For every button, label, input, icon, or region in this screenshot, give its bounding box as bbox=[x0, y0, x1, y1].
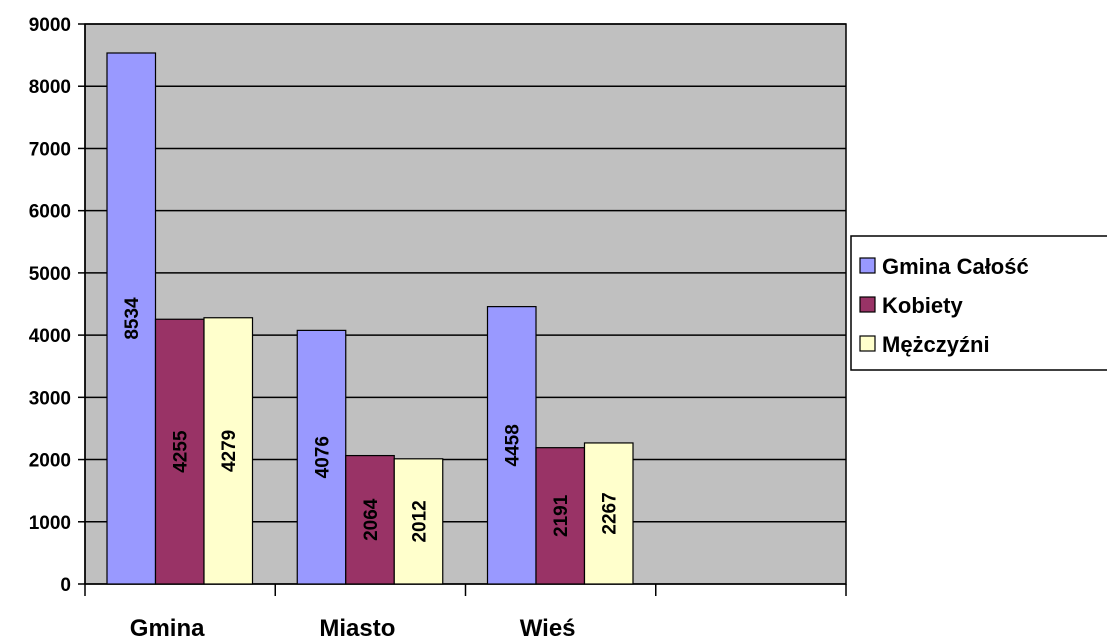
legend-label: Mężczyźni bbox=[882, 332, 990, 357]
data-label: 4279 bbox=[219, 430, 240, 472]
data-label: 2064 bbox=[361, 498, 382, 541]
y-tick-label: 7000 bbox=[29, 139, 71, 160]
y-tick-label: 9000 bbox=[29, 15, 71, 36]
data-label: 4076 bbox=[313, 436, 334, 478]
bar bbox=[203, 317, 254, 585]
y-tick-label: 2000 bbox=[29, 451, 71, 472]
data-label: 2191 bbox=[551, 494, 572, 537]
legend bbox=[850, 235, 1107, 371]
y-tick-label: 0 bbox=[60, 575, 71, 596]
bar bbox=[345, 454, 395, 585]
x-category-label: Wieś bbox=[520, 615, 576, 640]
y-tick-label: 8000 bbox=[29, 77, 71, 98]
y-tick-label: 3000 bbox=[29, 388, 71, 409]
legend-swatch bbox=[859, 335, 876, 352]
bar bbox=[154, 318, 205, 585]
bar bbox=[106, 52, 157, 585]
x-category-label: Miasto bbox=[319, 615, 395, 640]
data-label: 4458 bbox=[503, 424, 524, 466]
bar bbox=[486, 306, 537, 585]
data-label: 2267 bbox=[600, 492, 621, 534]
data-label: 2012 bbox=[410, 500, 431, 542]
legend-swatch bbox=[859, 296, 876, 313]
y-tick-label: 4000 bbox=[29, 326, 71, 347]
y-tick-label: 1000 bbox=[29, 513, 71, 534]
y-tick-label: 6000 bbox=[29, 202, 71, 223]
data-label: 4255 bbox=[171, 430, 192, 473]
legend-label: Kobiety bbox=[882, 293, 963, 318]
y-tick-label: 5000 bbox=[29, 264, 71, 285]
bar bbox=[393, 458, 444, 585]
bar bbox=[583, 442, 634, 585]
legend-label: Gmina Całość bbox=[882, 254, 1029, 279]
data-label: 8534 bbox=[122, 297, 143, 340]
legend-swatch bbox=[859, 257, 876, 274]
x-category-label: Gmina bbox=[130, 615, 205, 640]
